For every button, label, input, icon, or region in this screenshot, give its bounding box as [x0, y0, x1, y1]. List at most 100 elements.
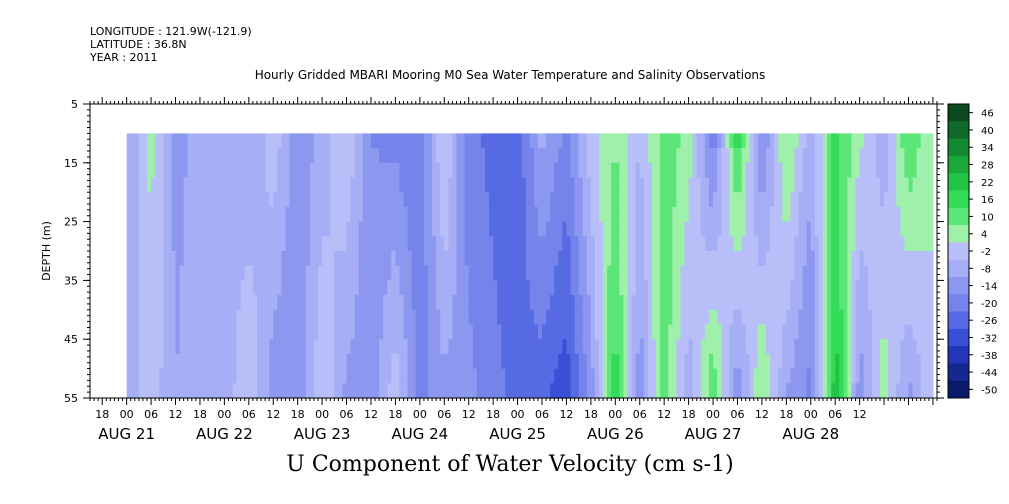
heatmap-cell — [843, 265, 849, 281]
heatmap-cell — [847, 236, 853, 252]
heatmap-cell — [928, 353, 934, 370]
heatmap-cell — [432, 324, 437, 340]
heatmap-cell — [684, 295, 690, 311]
heatmap-cell — [204, 383, 209, 399]
heatmap-cell — [293, 192, 299, 208]
colorbar-label: -26 — [981, 316, 997, 327]
heatmap-cell — [920, 221, 926, 237]
heatmap-cell — [884, 383, 889, 399]
heatmap-cell — [366, 339, 372, 355]
heatmap-cell — [749, 251, 755, 267]
heatmap-cell — [839, 133, 844, 149]
heatmap-cell — [403, 353, 409, 370]
heatmap-cell — [326, 206, 331, 223]
heatmap-cell — [839, 177, 844, 193]
heatmap-cell — [725, 295, 730, 311]
heatmap-cell — [729, 236, 734, 252]
heatmap-cell — [289, 177, 295, 193]
heatmap-cell — [159, 148, 164, 164]
heatmap-cell — [407, 339, 413, 355]
heatmap-cell — [167, 383, 173, 399]
heatmap-cell — [692, 295, 698, 311]
heatmap-cell — [859, 368, 865, 384]
heatmap-cell — [448, 206, 454, 223]
heatmap-cell — [375, 353, 380, 370]
heatmap-cell — [395, 339, 401, 355]
heatmap-cell — [350, 133, 356, 149]
heatmap-cell — [859, 339, 865, 355]
heatmap-cell — [713, 162, 718, 179]
heatmap-cell — [798, 368, 804, 384]
heatmap-cell — [908, 324, 914, 340]
x-tick-label: 12 — [364, 408, 378, 421]
heatmap-cell — [831, 295, 836, 311]
heatmap-cell — [130, 309, 136, 326]
heatmap-cell — [537, 265, 543, 281]
heatmap-cell — [700, 353, 706, 370]
heatmap-cell — [639, 133, 645, 149]
heatmap-cell — [517, 324, 523, 340]
heatmap-cell — [366, 353, 372, 370]
heatmap-cell — [786, 251, 791, 267]
colorbar-band — [948, 173, 969, 191]
heatmap-cell — [761, 236, 767, 252]
heatmap-cell — [301, 280, 307, 296]
heatmap-cell — [708, 177, 714, 193]
heatmap-cell — [199, 353, 205, 370]
heatmap-cell — [757, 295, 763, 311]
heatmap-cell — [423, 383, 429, 399]
heatmap-cell — [822, 324, 828, 340]
heatmap-cell — [338, 295, 344, 311]
heatmap-cell — [631, 177, 637, 193]
heatmap-cell — [822, 206, 828, 223]
heatmap-cell — [464, 148, 470, 164]
heatmap-cell — [696, 265, 702, 281]
heatmap-cell — [338, 383, 344, 399]
heatmap-cell — [155, 177, 160, 193]
heatmap-cell — [741, 309, 747, 326]
heatmap-cell — [867, 265, 873, 281]
heatmap-cell — [827, 339, 832, 355]
heatmap-cell — [224, 383, 230, 399]
heatmap-cell — [289, 265, 295, 281]
heatmap-cell — [847, 295, 853, 311]
heatmap-cell — [293, 309, 299, 326]
heatmap-cell — [228, 309, 234, 326]
heatmap-cell — [875, 309, 881, 326]
heatmap-cell — [847, 339, 853, 355]
heatmap-cell — [346, 251, 352, 267]
heatmap-cell — [725, 339, 730, 355]
heatmap-cell — [216, 353, 221, 370]
heatmap-cell — [537, 280, 543, 296]
heatmap-cell — [383, 265, 388, 281]
heatmap-cell — [183, 309, 189, 326]
heatmap-cell — [379, 162, 384, 179]
heatmap-cell — [537, 353, 543, 370]
heatmap-cell — [334, 368, 339, 384]
heatmap-cell — [708, 339, 714, 355]
heatmap-cell — [875, 295, 881, 311]
heatmap-cell — [358, 133, 364, 149]
heatmap-cell — [643, 368, 649, 384]
heatmap-cell — [656, 148, 661, 164]
heatmap-cell — [578, 251, 584, 267]
heatmap-cell — [802, 353, 808, 370]
heatmap-cell — [387, 295, 392, 311]
heatmap-cell — [871, 339, 877, 355]
heatmap-cell — [313, 236, 319, 252]
heatmap-cell — [216, 309, 221, 326]
heatmap-cell — [757, 383, 763, 399]
heatmap-cell — [305, 148, 311, 164]
heatmap-cell — [436, 236, 441, 252]
heatmap-cell — [285, 324, 291, 340]
heatmap-cell — [639, 206, 645, 223]
heatmap-cell — [289, 353, 295, 370]
heatmap-cell — [228, 265, 234, 281]
heatmap-cell — [517, 206, 523, 223]
heatmap-cell — [313, 192, 319, 208]
heatmap-cell — [505, 221, 511, 237]
heatmap-cell — [651, 280, 657, 296]
heatmap-cell — [680, 324, 686, 340]
heatmap-cell — [554, 309, 559, 326]
heatmap-cell — [753, 236, 759, 252]
